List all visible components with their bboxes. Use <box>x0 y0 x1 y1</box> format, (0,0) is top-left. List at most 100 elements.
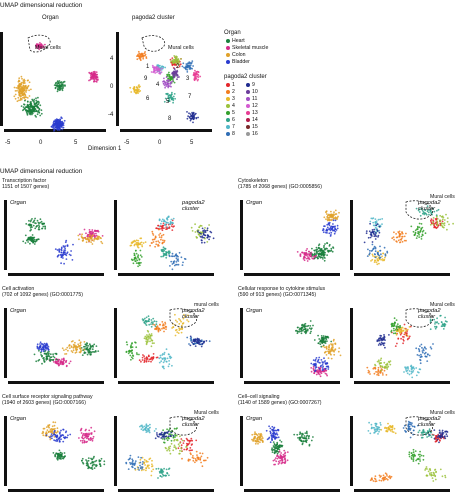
point-bladder <box>55 128 58 131</box>
point <box>86 342 89 345</box>
point <box>144 357 146 360</box>
point <box>167 448 170 450</box>
point-heart <box>38 102 40 104</box>
point <box>194 338 197 341</box>
point <box>323 346 326 349</box>
point <box>86 238 88 241</box>
point <box>87 437 90 440</box>
point <box>416 354 419 356</box>
point <box>163 324 165 327</box>
cluster-mark: 7 <box>188 94 192 100</box>
point <box>68 347 71 349</box>
point-heart <box>27 106 30 108</box>
point <box>139 249 142 252</box>
point <box>142 429 144 432</box>
point <box>374 259 376 262</box>
point <box>283 458 286 460</box>
point <box>64 245 67 247</box>
panel-title: Transcription factor <box>2 178 47 184</box>
point-cluster <box>172 77 175 79</box>
point <box>91 466 93 469</box>
point <box>419 455 421 458</box>
point <box>56 358 58 361</box>
point <box>400 330 402 333</box>
point <box>399 333 402 336</box>
point <box>430 222 433 225</box>
point <box>173 444 176 447</box>
point <box>89 439 92 441</box>
legend-swatch <box>226 97 230 101</box>
point <box>152 317 155 320</box>
point <box>430 218 433 221</box>
point <box>176 439 179 442</box>
legend-cluster-title: pagoda2 cluster <box>224 74 267 80</box>
point <box>410 225 413 228</box>
point <box>78 351 81 354</box>
point <box>200 225 203 227</box>
point <box>178 251 181 254</box>
point <box>319 375 322 378</box>
point-cluster <box>165 76 168 79</box>
point <box>152 356 155 359</box>
point <box>422 348 425 350</box>
legend-cluster-item: 4 <box>226 103 235 109</box>
point <box>410 454 413 457</box>
point-cluster <box>194 113 196 116</box>
point-colon <box>16 100 19 103</box>
point <box>94 460 96 463</box>
point <box>396 342 398 345</box>
point <box>373 366 376 369</box>
point <box>407 425 410 427</box>
point <box>386 475 388 477</box>
point-heart <box>56 80 59 83</box>
point <box>199 458 202 461</box>
point <box>367 430 370 432</box>
x-axis-rug <box>244 381 340 384</box>
point <box>199 232 202 235</box>
point <box>187 458 190 461</box>
point <box>83 440 86 442</box>
point <box>45 342 48 345</box>
point <box>198 231 201 234</box>
point <box>278 461 281 464</box>
umap-panel: Cell activation (702 of 1092 genes) (GO:0… <box>0 286 236 392</box>
point <box>376 371 379 373</box>
point <box>408 453 411 456</box>
organ-scatter <box>4 308 104 384</box>
point <box>377 234 380 237</box>
point <box>22 240 25 243</box>
point <box>397 231 400 233</box>
point <box>301 327 303 330</box>
point <box>136 259 139 262</box>
point <box>445 433 448 436</box>
point <box>155 323 158 326</box>
point <box>138 264 141 267</box>
point <box>62 428 65 431</box>
point <box>163 431 166 434</box>
point <box>284 452 286 455</box>
point-cluster <box>173 63 176 66</box>
point-cluster <box>176 66 179 69</box>
point <box>139 237 142 240</box>
point-heart <box>40 112 43 115</box>
point <box>441 436 444 439</box>
point <box>85 428 87 431</box>
point <box>370 477 373 480</box>
point <box>78 437 80 439</box>
point <box>304 330 307 333</box>
point <box>76 348 78 351</box>
point-cluster <box>185 63 188 65</box>
point-cluster <box>138 57 141 60</box>
legend-swatch <box>246 104 250 108</box>
point <box>419 453 421 456</box>
point-cluster <box>195 76 197 78</box>
point-cluster <box>136 87 139 90</box>
point <box>99 465 102 467</box>
point <box>178 445 181 447</box>
point-heart <box>39 114 42 117</box>
point <box>304 432 307 434</box>
point-colon <box>25 86 28 89</box>
point <box>369 222 371 225</box>
legend-cluster-item: 12 <box>246 103 258 109</box>
point <box>144 317 146 320</box>
